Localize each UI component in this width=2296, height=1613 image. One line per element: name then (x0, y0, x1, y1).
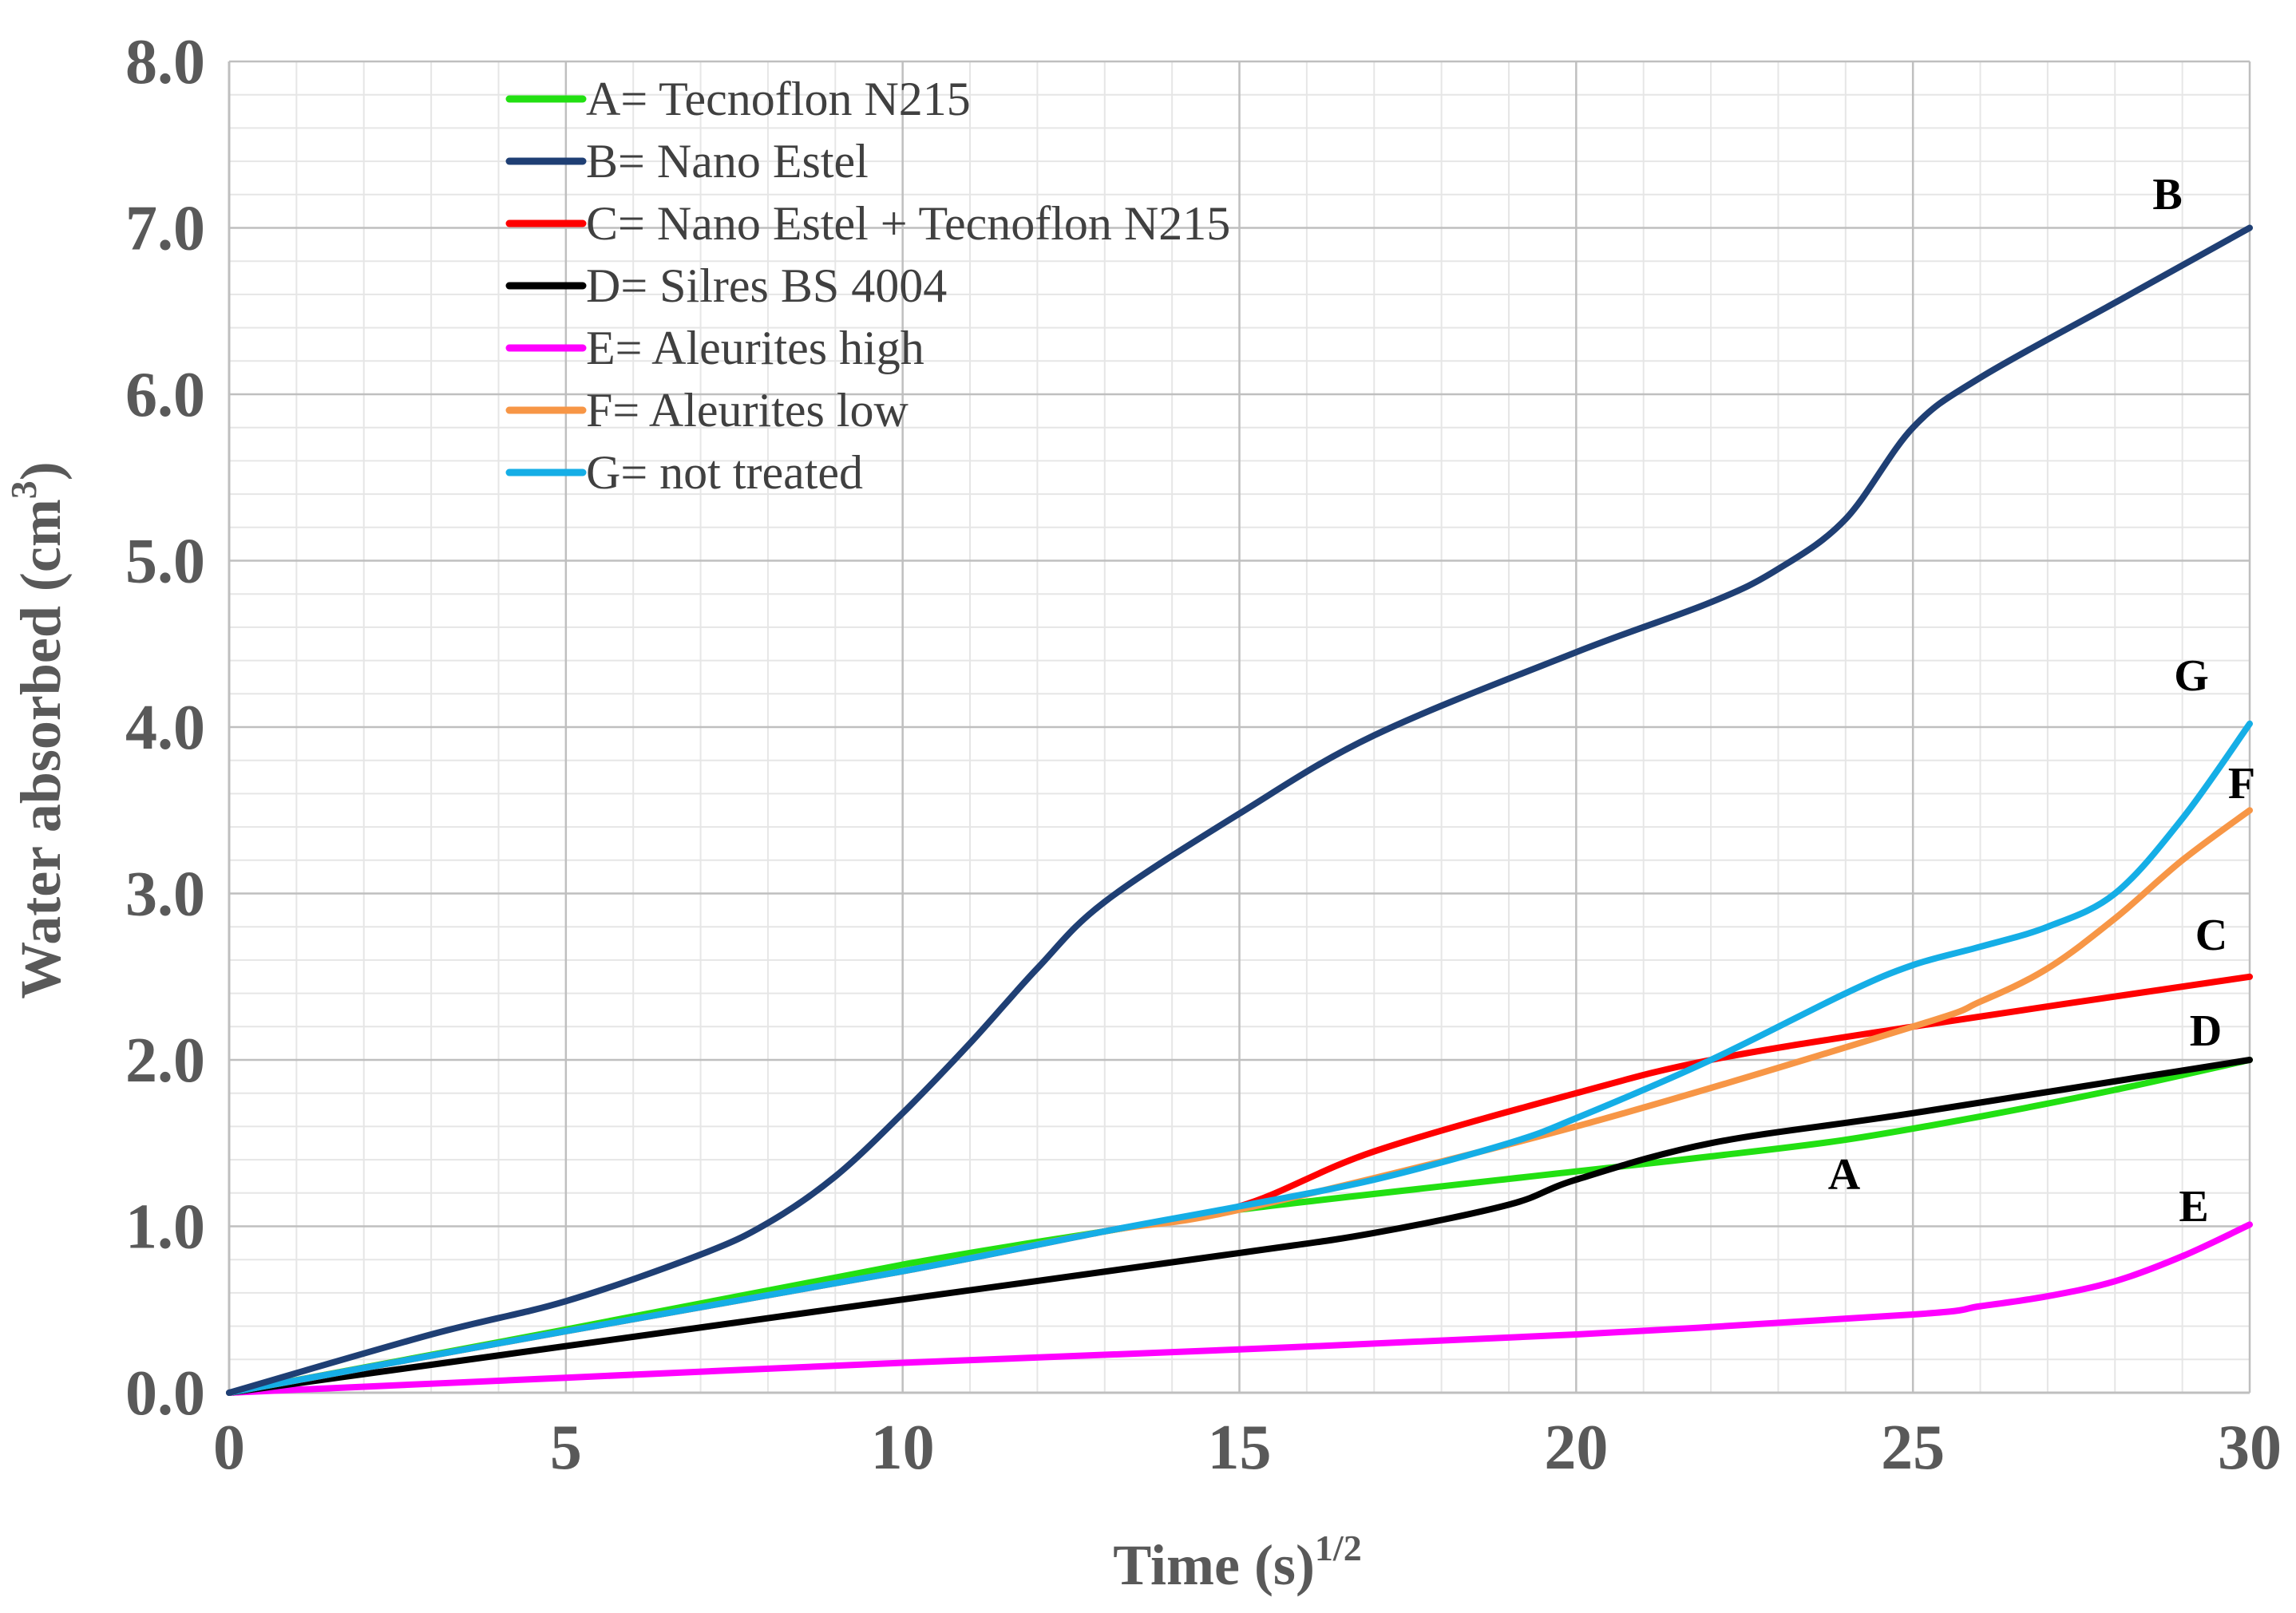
legend-item-c: C= Nano Estel + Tecnoflon N215 (586, 197, 1230, 250)
series-line-d (226, 1057, 2253, 1396)
series-end-label-b: B (2152, 170, 2182, 219)
legend: A= Tecnoflon N215 B= Nano Estel C= Nano Es… (505, 73, 1230, 499)
series-end-label-c: C (2195, 911, 2227, 960)
y-tick-label: 7.0 (125, 194, 205, 264)
y-tick-label: 8.0 (125, 27, 205, 97)
legend-item-d: D= Silres BS 4004 (586, 259, 947, 312)
series-line-g (226, 720, 2253, 1396)
legend-item-e: E= Aleurites high (586, 322, 924, 374)
y-tick-label: 5.0 (125, 527, 205, 597)
x-tick-label: 25 (1881, 1413, 1945, 1483)
series-line-e (226, 1221, 2253, 1396)
x-tick-label: 5 (550, 1413, 582, 1483)
series-line-b (226, 224, 2253, 1396)
series-end-label-f: F (2228, 759, 2255, 808)
x-axis-title: Time (s)1/2 (1113, 1528, 1361, 1597)
series-lines (226, 224, 2253, 1396)
y-tick-label: 3.0 (125, 860, 205, 930)
y-tick-label: 2.0 (125, 1026, 205, 1096)
y-tick-label: 1.0 (125, 1192, 205, 1263)
y-tick-label: 0.0 (125, 1358, 205, 1429)
series-end-label-a: A (1828, 1150, 1861, 1200)
x-tick-label: 20 (1544, 1413, 1608, 1483)
legend-item-b: B= Nano Estel (586, 135, 869, 188)
y-tick-label: 4.0 (125, 693, 205, 763)
x-tick-label: 0 (213, 1413, 245, 1483)
grid (228, 60, 2251, 1394)
series-line-a (226, 1057, 2253, 1396)
legend-item-a: A= Tecnoflon N215 (586, 73, 971, 125)
series-end-labels: A B CD E F G (1828, 170, 2255, 1231)
series-end-label-g: G (2174, 651, 2209, 701)
legend-item-g: G= not treated (586, 446, 863, 499)
series-end-label-d: D (2190, 1006, 2222, 1056)
y-axis-title: Water absorbed (cm3) (3, 461, 73, 999)
x-tick-label: 30 (2218, 1413, 2282, 1483)
y-tick-label: 6.0 (125, 360, 205, 430)
legend-item-f: F= Aleurites low (586, 384, 909, 437)
x-tick-label: 15 (1208, 1413, 1272, 1483)
x-tick-label: 10 (871, 1413, 935, 1483)
series-end-label-e: E (2179, 1182, 2208, 1231)
axes: 0 5 10 15 20 25 30 0.0 1.0 2.0 3.0 4.0 5.0 6.0 7.0 8.0 (125, 27, 2282, 1483)
